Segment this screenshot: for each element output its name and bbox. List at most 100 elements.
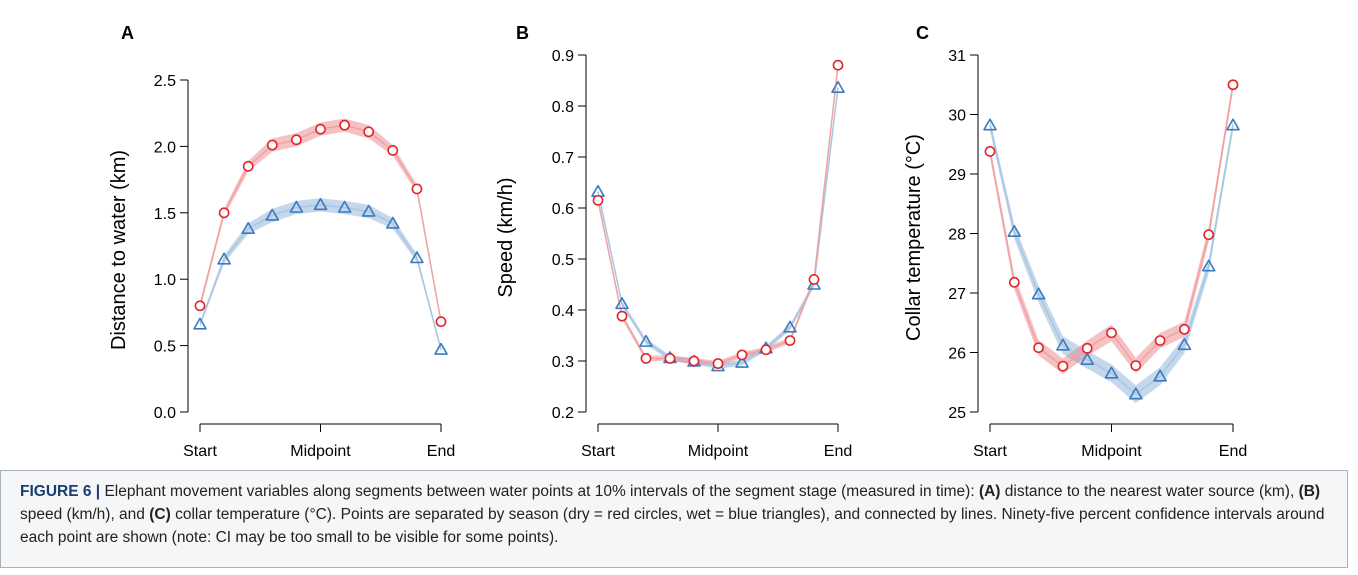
data-point-wet [1177, 337, 1192, 351]
series-line-wet [199, 204, 442, 350]
y-tick-label: 0.4 [552, 303, 574, 320]
data-point-dry [194, 300, 206, 312]
data-point-dry [640, 353, 652, 364]
y-axis-label: Distance to water (km) [108, 150, 130, 350]
data-point-wet [1056, 338, 1070, 351]
panel-label: C [916, 23, 929, 43]
y-tick-label: 29 [948, 167, 966, 184]
data-point-dry [688, 355, 700, 367]
x-tick-label: End [1219, 443, 1247, 460]
panel-label: A [121, 23, 134, 43]
data-point-dry [984, 145, 996, 157]
x-tick-label: Midpoint [688, 443, 749, 460]
data-point-dry [290, 134, 302, 146]
panel-label: B [516, 23, 529, 43]
data-point-dry [339, 119, 350, 131]
data-point-dry [1106, 327, 1117, 339]
series-line-dry [199, 124, 442, 322]
data-point-wet [410, 251, 424, 264]
y-tick-label: 2.5 [154, 73, 176, 90]
data-point-dry [1033, 342, 1044, 354]
panel-a: A 0.0 0.5 1.0 1.5 2.0 2.5 Distance to water (km… [108, 23, 455, 460]
data-point-wet [265, 208, 280, 221]
figure: A 0.0 0.5 1.0 1.5 2.0 2.5 Distance to water (km… [108, 23, 1247, 460]
panel-c: C 25 26 27 28 29 30 31 Collar temperature (°C) St… [903, 23, 1247, 460]
data-point-dry [411, 183, 423, 195]
data-point-dry [266, 139, 278, 151]
data-point-dry [1154, 335, 1166, 346]
y-tick-label: 0.8 [552, 99, 574, 116]
series-line-dry [597, 65, 839, 365]
data-point-wet [1080, 352, 1094, 365]
caption-part-4: speed (km/h), and [20, 506, 150, 523]
y-tick-label: 30 [948, 108, 966, 125]
ci-band-wet [598, 83, 838, 369]
x-tick-label: End [427, 443, 455, 460]
y-tick-label: 25 [948, 405, 966, 422]
data-point-wet [983, 118, 997, 131]
y-tick-label: 0.2 [552, 405, 574, 422]
caption-label: FIGURE 6 | [20, 483, 101, 500]
data-point-wet [434, 342, 448, 355]
data-point-dry [315, 123, 326, 135]
data-point-wet [313, 198, 328, 211]
figure-caption: FIGURE 6 | Elephant movement variables a… [20, 480, 1340, 549]
data-point-wet [1153, 369, 1167, 382]
data-point-wet [1007, 224, 1022, 238]
data-point-dry [242, 160, 254, 172]
caption-part-0: Elephant movement variables along segmen… [100, 483, 979, 500]
y-tick-label: 1.0 [154, 272, 176, 289]
data-point-wet [1104, 366, 1119, 379]
data-point-wet [385, 216, 400, 229]
caption-part-2: distance to the nearest water source (km… [1000, 483, 1299, 500]
data-point-wet [217, 252, 231, 265]
y-tick-label: 0.5 [552, 252, 574, 269]
data-point-wet [783, 320, 797, 333]
data-point-dry [832, 59, 844, 71]
y-tick-label: 1.5 [154, 206, 176, 223]
data-point-wet [337, 200, 352, 213]
caption-box [0, 470, 1348, 568]
y-tick-label: 27 [948, 286, 966, 303]
data-point-dry [387, 144, 399, 156]
y-tick-label: 0.9 [552, 48, 574, 65]
data-point-dry [1203, 229, 1215, 241]
data-point-wet [193, 317, 207, 330]
x-tick-label: Midpoint [290, 443, 351, 460]
data-point-dry [1057, 360, 1069, 372]
y-tick-label: 28 [948, 227, 966, 244]
data-point-dry [808, 273, 820, 285]
y-tick-label: 0.7 [552, 150, 574, 167]
y-tick-label: 0.5 [154, 339, 176, 356]
series-line-wet [989, 125, 1234, 396]
series-line-dry [989, 84, 1234, 368]
data-point-wet [1031, 287, 1046, 300]
y-tick-label: 0.0 [154, 405, 176, 422]
data-point-wet [289, 200, 304, 213]
caption-text: Elephant movement variables along segmen… [20, 483, 1325, 546]
data-point-wet [735, 355, 749, 368]
y-tick-label: 2.0 [154, 139, 176, 156]
data-point-wet [1226, 118, 1240, 131]
y-tick-label: 31 [948, 48, 966, 65]
x-tick-label: Start [581, 443, 615, 460]
data-point-dry [616, 310, 628, 322]
ci-band-dry [200, 118, 441, 325]
y-axis-label: Speed (km/h) [495, 177, 517, 297]
caption-part-6: collar temperature (°C). Points are sepa… [20, 506, 1325, 546]
panel-b: B 0.2 0.3 0.4 0.5 0.6 0.7 0.8 0.9 Speed (km/h) Sta… [495, 23, 852, 460]
caption-part-5: (C) [149, 506, 171, 523]
x-tick-label: Start [973, 443, 1007, 460]
data-point-dry [736, 349, 748, 361]
x-tick-label: Start [183, 443, 217, 460]
y-axis-label: Collar temperature (°C) [903, 134, 925, 341]
y-tick-label: 0.3 [552, 354, 574, 371]
y-tick-label: 0.6 [552, 201, 574, 218]
data-point-wet [831, 80, 845, 93]
x-tick-label: End [824, 443, 852, 460]
data-point-dry [760, 344, 772, 356]
data-point-wet [1129, 387, 1143, 400]
data-point-dry [1130, 360, 1142, 371]
data-point-wet [639, 334, 653, 347]
data-point-wet [615, 297, 629, 310]
